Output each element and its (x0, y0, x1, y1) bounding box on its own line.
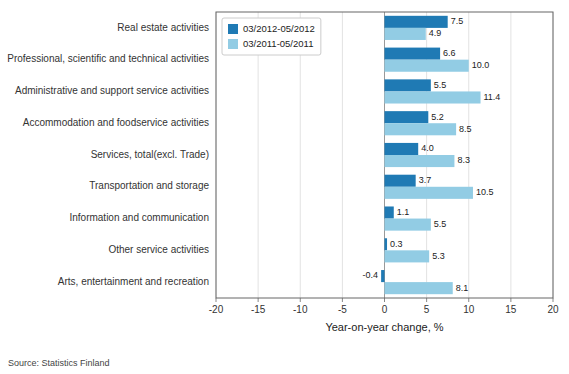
bars (381, 16, 480, 294)
tick-mark (300, 298, 301, 302)
tick-mark (384, 298, 385, 302)
bar (385, 187, 473, 199)
bar (381, 270, 384, 282)
data-label: 7.5 (451, 16, 464, 26)
data-labels: -0.4 0.3 1.1 3.7 4.0 5.2 5.5 6.6 7.5 8.1 5.3 5.5 10.… (363, 16, 501, 292)
data-label: 5.5 (434, 80, 447, 90)
data-label: 11.4 (484, 92, 501, 102)
tick-label: 10 (463, 304, 475, 315)
legend-swatch (228, 24, 238, 34)
category-label: Administrative and support service activ… (15, 85, 209, 96)
legend-label: 03/2011-05/2011 (243, 38, 313, 49)
bar (385, 28, 426, 40)
tick-label: -10 (293, 304, 308, 315)
tick-label: 20 (547, 304, 559, 315)
data-label: 4.0 (421, 143, 434, 153)
data-label: 10.5 (476, 187, 494, 197)
bar (385, 238, 388, 250)
legend-box (222, 18, 321, 55)
plot-frame (216, 12, 553, 298)
bar (385, 16, 448, 28)
category-label: Transportation and storage (89, 180, 209, 191)
data-label: 0.3 (390, 239, 403, 249)
tick-label: 0 (382, 304, 388, 315)
x-axis-labels: -20 -15 -10 -5 0 5 10 15 20 (209, 298, 559, 315)
data-label: -0.4 (363, 270, 379, 280)
y-axis-labels: Arts, entertainment and recreation Other … (7, 22, 209, 287)
category-label: Other service activities (108, 244, 209, 255)
data-label: 5.5 (434, 219, 447, 229)
tick-mark (342, 298, 343, 302)
data-label: 5.2 (431, 112, 444, 122)
data-label: 1.1 (397, 207, 410, 217)
data-label: 8.3 (457, 155, 470, 165)
data-label: 8.5 (459, 124, 472, 134)
legend: 03/2012-05/2012 03/2011-05/2011 (222, 18, 321, 55)
tick-mark (426, 298, 427, 302)
bar (385, 282, 453, 294)
source: Source: Statistics Finland (8, 358, 110, 368)
chart: Arts, entertainment and recreation Other … (0, 0, 569, 374)
bar (385, 155, 455, 167)
bar (385, 60, 469, 72)
grid (216, 12, 553, 298)
bar (385, 79, 431, 91)
tick-mark (258, 298, 259, 302)
data-label: 10.0 (472, 60, 490, 70)
data-label: 8.1 (456, 283, 469, 293)
tick-mark (468, 298, 469, 302)
legend-label: 03/2012-05/2012 (243, 23, 315, 34)
tick-label: -20 (209, 304, 224, 315)
tick-mark (216, 298, 217, 302)
grid-line (342, 12, 343, 298)
category-label: Arts, entertainment and recreation (58, 276, 209, 287)
bar (385, 143, 419, 155)
tick-label: 15 (505, 304, 517, 315)
bar (385, 48, 441, 60)
tick-label: -15 (251, 304, 266, 315)
bar (385, 175, 416, 187)
bar (385, 91, 481, 103)
tick-mark (553, 298, 554, 302)
data-label: 6.6 (443, 48, 456, 58)
grid-line (510, 12, 511, 298)
x-axis-title: Year-on-year change, % (325, 321, 443, 333)
category-label: Accommodation and foodservice activities (23, 117, 209, 128)
data-label: 5.3 (432, 251, 445, 261)
data-label: 3.7 (419, 175, 432, 185)
bar (385, 123, 457, 135)
category-label: Information and communication (69, 212, 209, 223)
category-label: Professional, scientific and technical a… (7, 53, 209, 64)
data-label: 4.9 (429, 28, 442, 38)
bar (385, 250, 430, 262)
tick-label: -5 (338, 304, 347, 315)
tick-label: 5 (424, 304, 430, 315)
tick-mark (510, 298, 511, 302)
bar (385, 111, 429, 123)
bar (385, 219, 431, 231)
category-label: Real estate activities (117, 22, 209, 33)
legend-swatch (228, 39, 238, 49)
bar (385, 206, 394, 218)
category-label: Services, total(excl. Trade) (91, 149, 209, 160)
